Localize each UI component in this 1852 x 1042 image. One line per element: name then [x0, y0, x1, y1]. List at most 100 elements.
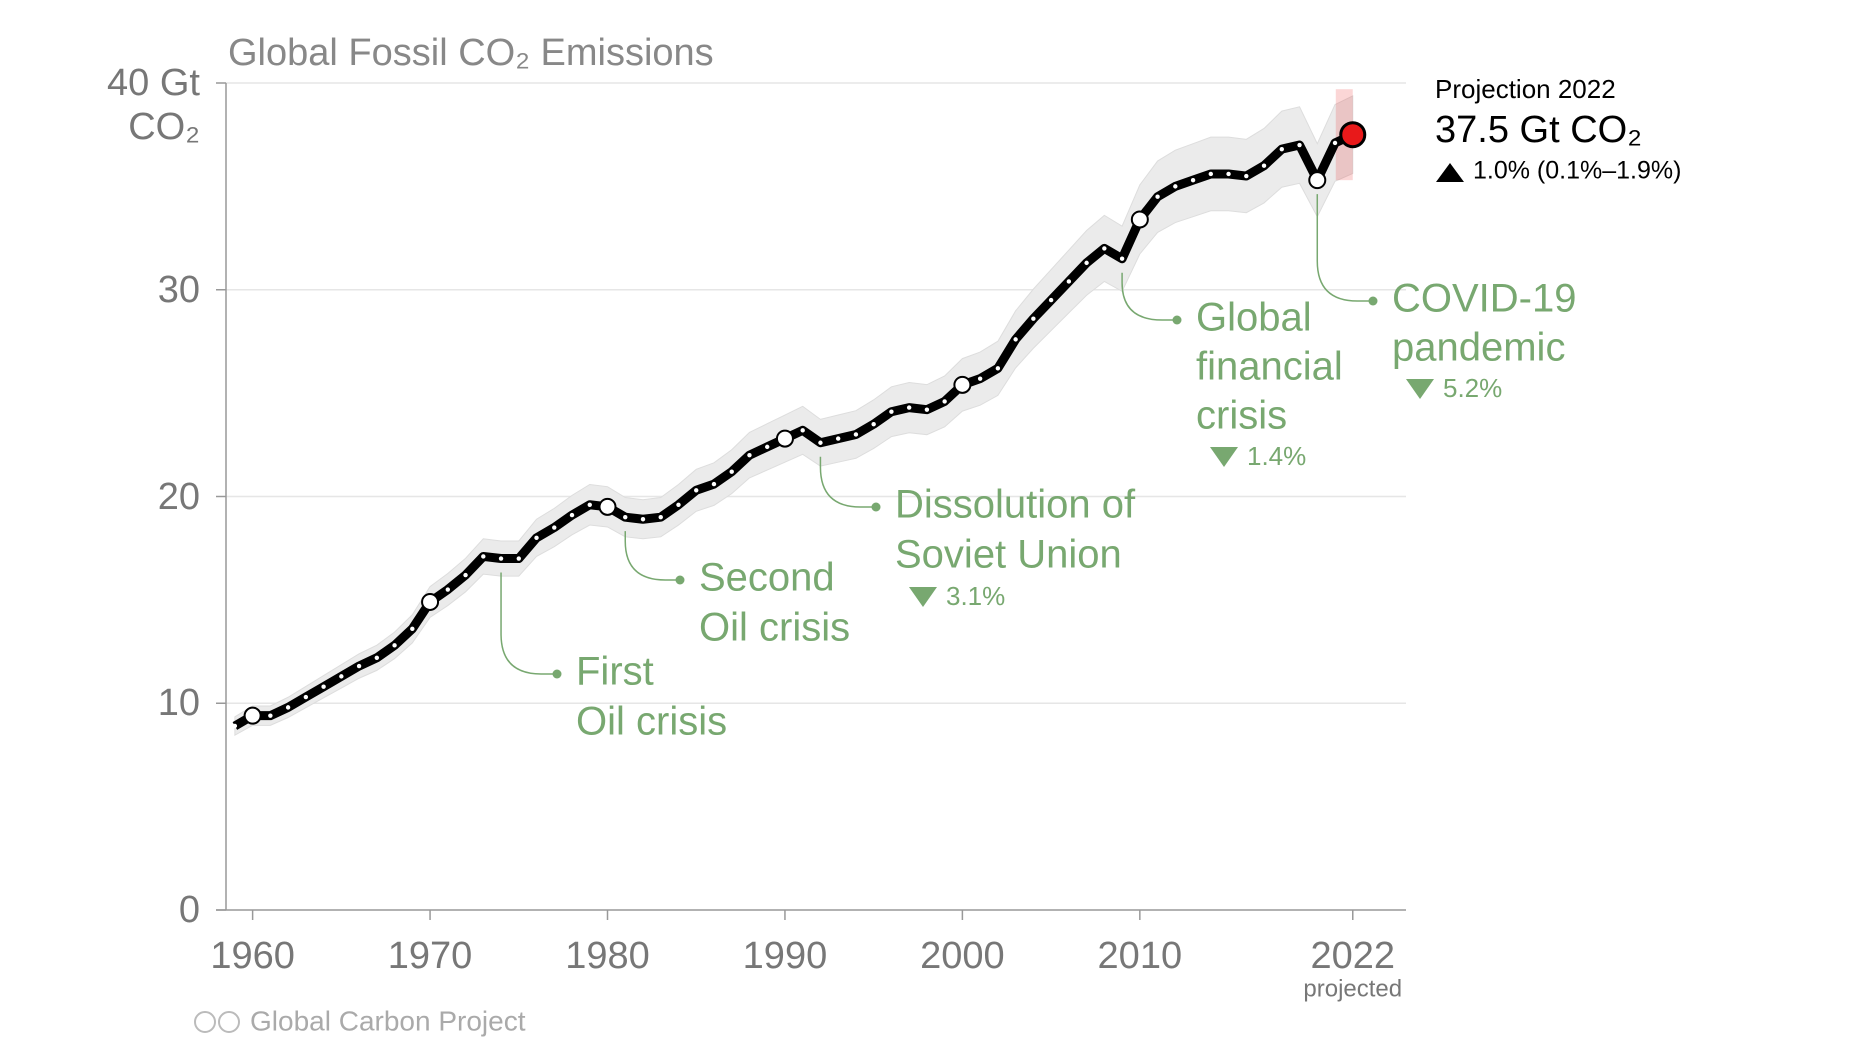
point: [498, 556, 504, 561]
emissions-line: [232, 130, 1355, 730]
y-tick-label: 10: [157, 682, 200, 725]
point: [835, 436, 841, 441]
point: [1084, 260, 1089, 266]
annotation-text: Dissolution of: [895, 483, 1136, 527]
projection-value: 37.5 Gt CO₂: [1435, 109, 1642, 151]
point: [303, 694, 309, 700]
y-tick-label: 30: [157, 268, 200, 311]
annotation-text: Oil crisis: [576, 700, 727, 744]
annotation-text: Soviet Union: [895, 533, 1122, 577]
annotation-change: 3.1%: [946, 581, 1005, 611]
leader: [819, 456, 876, 508]
up-triangle: [1436, 163, 1464, 182]
open-marker: [1308, 171, 1327, 190]
projected-label: projected: [1303, 975, 1402, 1002]
point: [392, 643, 397, 648]
point: [321, 684, 326, 689]
annotation-change: 5.2%: [1443, 373, 1502, 403]
point: [871, 421, 876, 427]
x-tick-label: 1980: [565, 935, 650, 977]
y-tick-label: 0: [178, 889, 200, 931]
point: [268, 713, 273, 718]
cc-icons: [194, 1011, 240, 1033]
point: [232, 723, 238, 729]
x-tick-label: 2022: [1310, 935, 1395, 977]
annotation-text: financial: [1196, 345, 1343, 389]
point: [1279, 146, 1284, 152]
leader-dot: [552, 669, 562, 679]
point: [977, 376, 983, 381]
point: [1332, 140, 1338, 146]
projection-point: [1339, 121, 1367, 149]
annotation-text: Second: [699, 556, 835, 600]
point: [800, 428, 805, 433]
y-tick-label: 40 Gt CO₂: [107, 62, 200, 148]
point: [410, 626, 415, 632]
source: Global Carbon Project: [250, 1005, 526, 1036]
annotation-text: pandemic: [1392, 326, 1565, 370]
point: [1066, 279, 1072, 284]
point: [765, 444, 770, 450]
point: [924, 407, 930, 412]
point: [1297, 142, 1302, 148]
point: [285, 705, 291, 710]
point: [676, 502, 681, 507]
open-marker: [421, 592, 440, 611]
point: [1102, 246, 1107, 251]
leader: [624, 531, 680, 581]
leader-dot: [675, 575, 685, 585]
annotation-change: 1.4%: [1247, 441, 1306, 471]
uncertainty-band: [234, 95, 1354, 737]
down-triangle: [1210, 447, 1238, 467]
point: [729, 469, 734, 474]
chart-title: Global Fossil CO₂ Emissions: [228, 32, 714, 74]
annotation-text: COVID-19: [1392, 277, 1577, 321]
x-tick-label: 1990: [743, 935, 828, 977]
point: [1208, 171, 1214, 177]
leader: [1316, 194, 1373, 302]
point: [534, 535, 539, 541]
down-triangle: [1406, 379, 1434, 399]
projection-change: 1.0% (0.1%–1.9%): [1473, 157, 1681, 185]
point: [640, 517, 646, 522]
point: [818, 440, 823, 445]
leader-dot: [1368, 296, 1378, 306]
open-marker: [775, 429, 794, 448]
x-tick-label: 1970: [388, 935, 473, 977]
point: [1190, 177, 1196, 183]
y-tick-label: 20: [157, 475, 200, 518]
point: [463, 572, 468, 578]
annotation-text: First: [576, 650, 654, 694]
point: [339, 674, 344, 679]
point: [569, 512, 575, 518]
point: [942, 399, 947, 404]
leader-dot: [871, 502, 881, 512]
annotation-text: Oil crisis: [699, 606, 850, 650]
point: [1226, 171, 1231, 177]
point: [1261, 163, 1267, 168]
down-triangle: [909, 587, 937, 607]
annotation-text: Global: [1196, 296, 1312, 340]
point: [1013, 337, 1018, 342]
point: [658, 514, 663, 520]
point: [445, 587, 451, 592]
point: [853, 432, 859, 437]
point: [516, 556, 521, 561]
point: [587, 502, 592, 507]
point: [1244, 173, 1249, 179]
point: [889, 409, 894, 414]
leader: [500, 572, 557, 675]
point: [1173, 184, 1178, 189]
projection-label: Projection 2022: [1435, 74, 1616, 104]
open-marker: [1130, 210, 1149, 229]
point: [995, 366, 1001, 371]
point: [1155, 194, 1160, 199]
open-marker: [243, 706, 262, 725]
leader: [1121, 272, 1177, 321]
point: [552, 525, 557, 530]
leader-dot: [1172, 315, 1182, 325]
open-marker: [598, 497, 617, 516]
x-tick-label: 1960: [210, 935, 295, 977]
